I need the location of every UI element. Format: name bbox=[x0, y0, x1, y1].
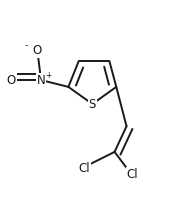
Text: O: O bbox=[32, 44, 41, 57]
Text: Cl: Cl bbox=[127, 168, 138, 181]
Text: +: + bbox=[45, 71, 52, 80]
Text: O: O bbox=[6, 74, 16, 87]
Text: S: S bbox=[89, 98, 96, 111]
Text: Cl: Cl bbox=[78, 162, 90, 175]
Text: -: - bbox=[25, 41, 28, 50]
Text: N: N bbox=[37, 74, 45, 87]
